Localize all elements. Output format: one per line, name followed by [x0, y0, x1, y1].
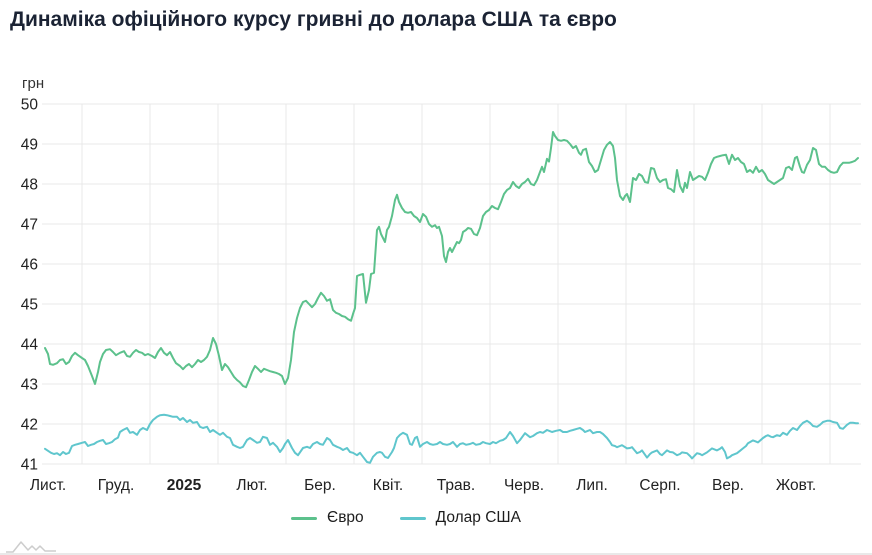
x-tick-label-4: Бер.: [304, 477, 336, 494]
legend-label-euro: Євро: [327, 509, 364, 526]
y-tick-label-43: 43: [21, 377, 38, 394]
x-tick-label-6: Трав.: [437, 477, 475, 494]
dollar-legend-swatch: [399, 516, 426, 520]
legend-item-dollar[interactable]: Долар США: [399, 509, 521, 527]
page-title: Динаміка офіційного курсу гривні до дола…: [10, 8, 617, 31]
y-tick-label-48: 48: [21, 177, 38, 194]
bottom-divider: [0, 553, 872, 555]
y-tick-label-47: 47: [21, 217, 38, 234]
x-tick-label-9: Серп.: [639, 477, 680, 494]
x-tick-label-2: 2025: [167, 477, 202, 494]
x-tick-label-1: Груд.: [98, 477, 135, 494]
line-chart-plot: 50 49 48 47 46 45 44 43 42 41 Лист. Груд. 2025 Лют. Бе…: [21, 75, 861, 494]
y-tick-label-46: 46: [21, 257, 38, 274]
dollar-line-series: [44, 413, 859, 464]
x-tick-label-7: Черв.: [504, 477, 544, 494]
legend-label-dollar: Долар США: [435, 509, 521, 526]
y-tick-label-49: 49: [21, 137, 38, 154]
y-tick-label-45: 45: [21, 297, 38, 314]
watermark-logo: [6, 541, 56, 553]
x-tick-label-11: Жовт.: [776, 477, 816, 494]
euro-legend-swatch: [291, 516, 318, 520]
x-tick-label-3: Лют.: [236, 477, 267, 494]
euro-line-series: [44, 131, 859, 389]
x-tick-label-10: Вер.: [712, 477, 744, 494]
chart-legend: Євро Долар США: [0, 506, 812, 530]
x-tick-label-5: Квіт.: [373, 477, 403, 494]
y-tick-label-41: 41: [21, 457, 38, 474]
y-tick-label-42: 42: [21, 417, 38, 434]
x-tick-label-0: Лист.: [30, 477, 66, 494]
y-axis-unit-label: грн: [22, 75, 44, 92]
legend-item-euro[interactable]: Євро: [291, 509, 364, 527]
y-tick-label-50: 50: [21, 97, 39, 114]
x-tick-label-8: Лип.: [576, 477, 608, 494]
y-tick-label-44: 44: [21, 337, 39, 354]
